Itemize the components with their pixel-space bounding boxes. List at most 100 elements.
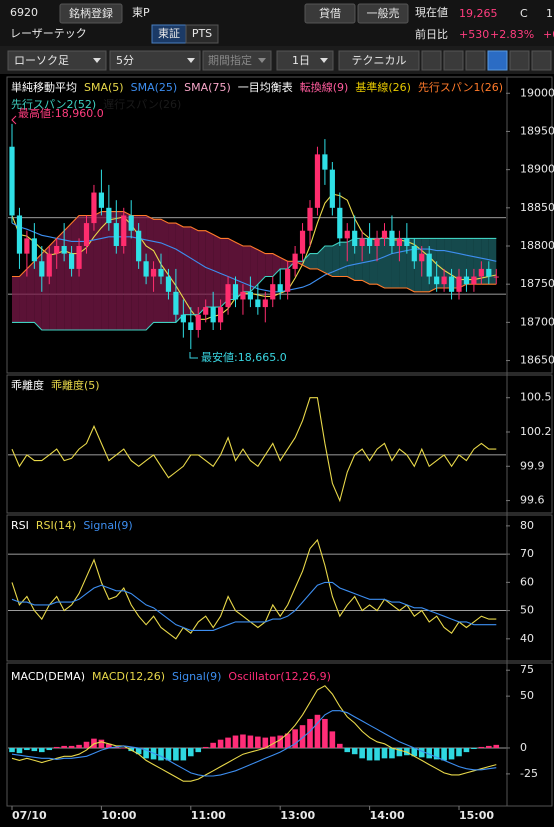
oscillator-bar: [98, 739, 105, 748]
oscillator-bar: [411, 747, 418, 757]
candle-body: [173, 291, 179, 315]
legend-item: 単純移動平均: [11, 80, 77, 94]
x-tick-label: 10:00: [101, 809, 136, 822]
register-button-label[interactable]: 銘柄登録: [69, 6, 113, 20]
candle-body: [262, 299, 268, 308]
cloud-segment: [317, 246, 325, 273]
y-tick-label: 0: [520, 741, 527, 754]
legend-item: Signal(9): [83, 519, 132, 532]
oscillator-bar: [39, 747, 45, 753]
margin-button[interactable]: [304, 3, 356, 24]
y-tick-label: 18700: [520, 315, 554, 328]
zoom-icon[interactable]: [443, 50, 464, 71]
technical-button[interactable]: [338, 50, 420, 71]
save-icon[interactable]: [509, 50, 530, 71]
oscillator-bar: [277, 735, 283, 748]
y-tick-label: 100.2: [520, 425, 552, 438]
candle-body: [195, 314, 201, 330]
zoom-out-icon[interactable]: [465, 50, 486, 71]
tab-pts[interactable]: [185, 24, 219, 44]
candle-body: [448, 276, 455, 292]
candle-body: [396, 238, 402, 246]
oscillator-bar: [61, 745, 67, 748]
candle-body: [16, 215, 23, 254]
tab-pts-label[interactable]: PTS: [192, 27, 212, 40]
cloud-segment: [466, 238, 474, 285]
oscillator-bar: [188, 747, 194, 757]
indicator-line: [12, 237, 497, 331]
oscillator-bar: [9, 747, 15, 753]
tab-tse-label[interactable]: 東証: [158, 27, 180, 40]
oscillator-bar: [262, 737, 269, 748]
oscillator-bar: [240, 734, 246, 748]
candle-body: [150, 268, 157, 277]
interval-label[interactable]: 5分: [116, 54, 134, 67]
candle-body: [69, 253, 75, 269]
chart-type-label[interactable]: ローソク足: [14, 54, 69, 67]
oscillator-bar: [359, 747, 365, 759]
cloud-segment: [369, 238, 378, 285]
settings-icon[interactable]: [531, 50, 552, 71]
oscillator-bar: [173, 747, 179, 761]
cloud-segment: [324, 246, 333, 277]
oscillator-bar: [120, 747, 127, 749]
period-select[interactable]: [202, 50, 272, 71]
candle-body: [232, 284, 239, 300]
oscillator-bar: [202, 746, 209, 748]
cloud-segment: [250, 246, 258, 292]
cloud-segment: [242, 246, 251, 292]
range-label[interactable]: 1日: [292, 54, 310, 67]
legend-item: RSI(14): [36, 519, 76, 532]
oscillator-bar: [471, 747, 477, 750]
sell-button-label[interactable]: 一般売: [367, 7, 400, 20]
candle-body: [389, 230, 395, 246]
oscillator-bar: [299, 725, 306, 748]
cloud-segment: [354, 238, 363, 281]
cloud-segment: [153, 219, 161, 323]
cloud-segment: [183, 226, 191, 315]
oscillator-bar: [351, 747, 358, 755]
candle-body: [285, 268, 291, 292]
price-flag: C: [520, 7, 528, 20]
oscillator-bar: [247, 735, 254, 748]
candle-body: [322, 154, 328, 170]
candle-body: [83, 223, 90, 246]
oscillator-bar: [456, 747, 462, 757]
y-tick-label: 19000: [520, 86, 554, 99]
oscillator-bar: [232, 735, 239, 748]
oscillator-bar: [68, 745, 75, 748]
sell-button[interactable]: [357, 3, 409, 24]
period-label[interactable]: 期間指定: [208, 53, 252, 67]
y-tick-label: 18850: [520, 201, 554, 214]
indicator-line: [11, 397, 497, 503]
candle-body: [277, 284, 283, 292]
chart-type-select[interactable]: [7, 50, 107, 71]
y-tick-label: 70: [520, 547, 534, 560]
candle-body: [91, 192, 97, 224]
cloud-segment: [93, 211, 102, 330]
oscillator-bar: [441, 747, 447, 761]
indicator-line: [11, 710, 497, 777]
legend-item: 乖離度: [11, 378, 44, 392]
register-button[interactable]: [59, 3, 123, 24]
draw-tool-icon[interactable]: [421, 50, 442, 71]
oscillator-bar: [344, 747, 351, 753]
interval-select[interactable]: [109, 50, 201, 71]
oscillator-bar: [135, 747, 142, 755]
range-select[interactable]: [276, 50, 334, 71]
legend-item: SMA(5): [84, 81, 124, 94]
candle-body: [54, 246, 60, 254]
technical-label[interactable]: テクニカル: [352, 54, 407, 67]
y-tick-label: 99.6: [520, 494, 545, 507]
chart-icon[interactable]: [487, 50, 508, 71]
candle-body: [307, 207, 313, 231]
legend-item: SMA(25): [131, 81, 178, 94]
indicator-line: [11, 685, 497, 782]
candle-body: [299, 230, 306, 254]
candle-body: [344, 230, 350, 239]
margin-button-label[interactable]: 貸借: [319, 6, 341, 20]
oscillator-bar: [366, 747, 373, 761]
y-tick-label: 18950: [520, 124, 554, 137]
y-tick-label: 18750: [520, 277, 554, 290]
legend-item: SMA(75): [184, 81, 231, 94]
